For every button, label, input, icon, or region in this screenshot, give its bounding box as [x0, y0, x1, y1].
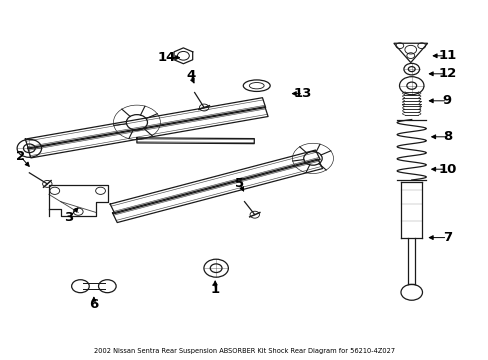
Text: 5: 5 — [235, 177, 244, 190]
Text: 10: 10 — [437, 163, 456, 176]
Text: 8: 8 — [442, 130, 451, 143]
Text: 3: 3 — [64, 211, 73, 224]
Text: 9: 9 — [442, 94, 451, 107]
Text: 2: 2 — [16, 150, 25, 163]
Text: 12: 12 — [437, 67, 456, 80]
Text: 13: 13 — [293, 87, 312, 100]
Text: 1: 1 — [210, 283, 219, 296]
Text: 7: 7 — [442, 231, 451, 244]
Text: 2002 Nissan Sentra Rear Suspension ABSORBER Kit Shock Rear Diagram for 56210-4Z0: 2002 Nissan Sentra Rear Suspension ABSOR… — [94, 348, 394, 354]
Text: 11: 11 — [437, 49, 456, 62]
Text: 6: 6 — [89, 298, 98, 311]
Text: 4: 4 — [186, 69, 195, 82]
Text: 14: 14 — [157, 51, 175, 64]
